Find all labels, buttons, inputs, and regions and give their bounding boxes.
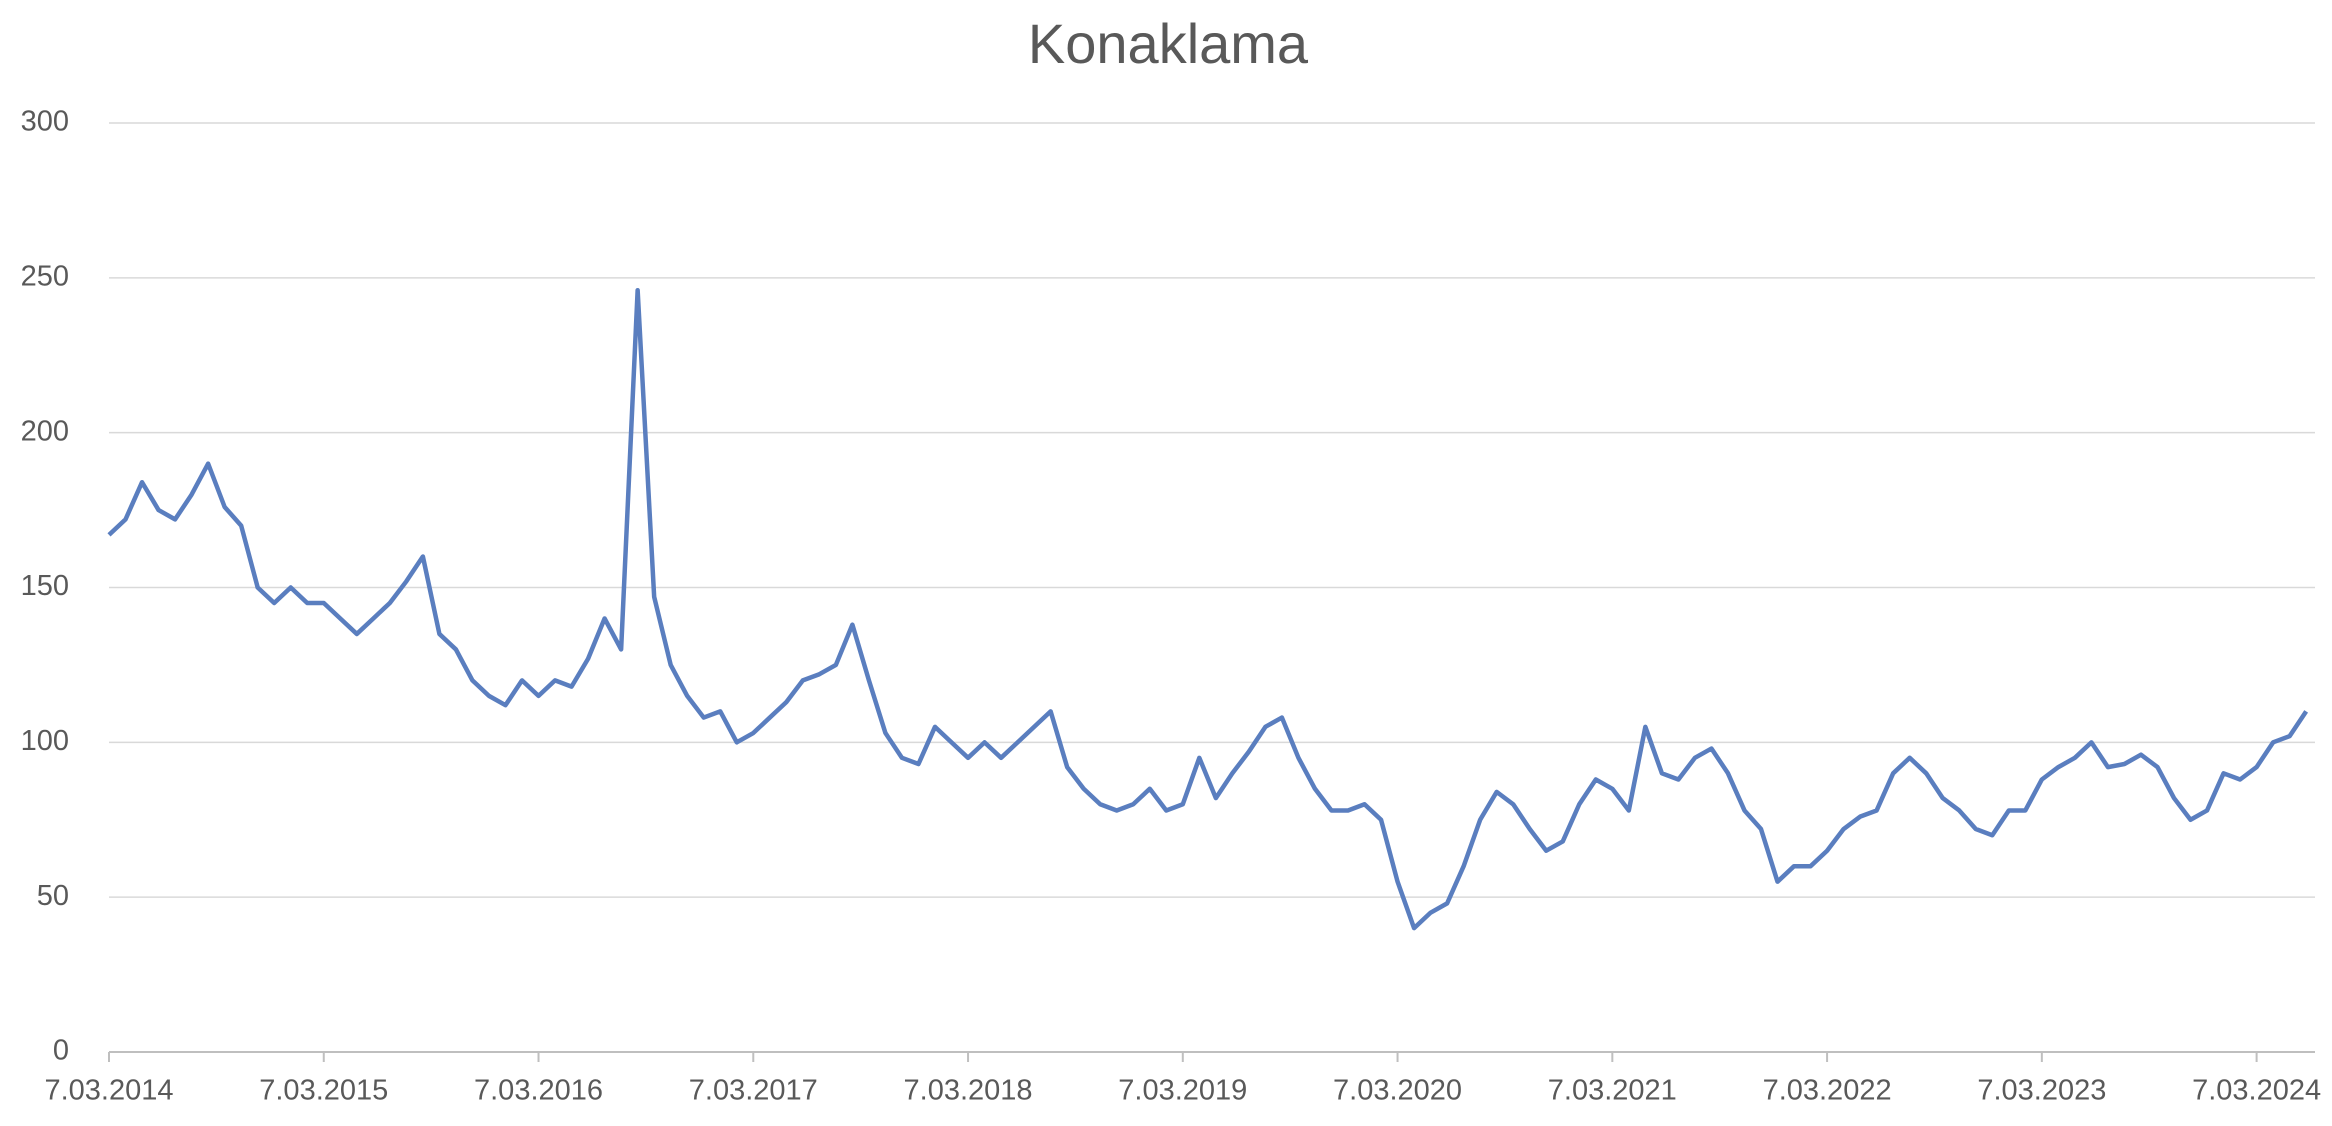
x-tick-label: 7.03.2016	[474, 1075, 603, 1107]
y-tick-label: 0	[53, 1035, 69, 1067]
x-tick-label: 7.03.2019	[1118, 1075, 1247, 1107]
x-tick-label: 7.03.2017	[689, 1075, 818, 1107]
x-tick-label: 7.03.2023	[1977, 1075, 2106, 1107]
x-tick-label: 7.03.2022	[1763, 1075, 1892, 1107]
x-tick-label: 7.03.2020	[1333, 1075, 1462, 1107]
chart-title: Konaklama	[1028, 12, 1309, 75]
x-tick-label: 7.03.2014	[44, 1075, 173, 1107]
y-tick-label: 300	[21, 106, 69, 138]
data-line	[107, 287, 2309, 931]
y-tick-label: 200	[21, 415, 69, 447]
x-tick-label: 7.03.2018	[904, 1075, 1033, 1107]
x-tick-label: 7.03.2015	[259, 1075, 388, 1107]
x-tick-label: 7.03.2024	[2192, 1075, 2321, 1107]
y-tick-label: 150	[21, 570, 69, 602]
y-tick-label: 250	[21, 260, 69, 292]
x-tick-label: 7.03.2021	[1548, 1075, 1677, 1107]
y-tick-label: 100	[21, 725, 69, 757]
y-tick-label: 50	[37, 880, 69, 912]
